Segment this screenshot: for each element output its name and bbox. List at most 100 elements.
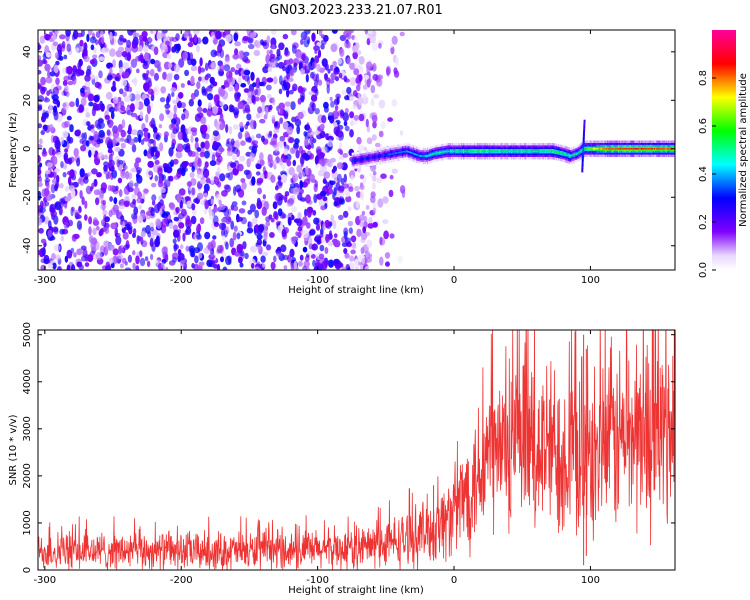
heatmap-cell xyxy=(99,138,104,144)
heatmap-cell xyxy=(59,228,65,235)
heatmap-cell xyxy=(100,36,105,45)
ridge-cell xyxy=(473,150,476,153)
ridge-cell xyxy=(526,150,528,153)
heatmap-cell xyxy=(47,229,53,238)
heatmap-cell xyxy=(354,185,360,192)
heatmap-cell xyxy=(239,262,244,268)
heatmap-cell xyxy=(372,121,377,129)
heatmap-cell xyxy=(65,30,71,37)
ridge-cell xyxy=(358,158,360,161)
ridge-cell xyxy=(595,147,597,150)
ridge-cell xyxy=(656,147,658,150)
heatmap-cell xyxy=(52,262,57,270)
heatmap-cell xyxy=(191,187,196,196)
ridge-cell xyxy=(480,150,483,153)
heatmap-cell xyxy=(155,151,160,159)
heatmap-cell xyxy=(383,230,389,240)
ridge-cell xyxy=(666,147,668,150)
heatmap-cell xyxy=(130,167,137,173)
heatmap-cell xyxy=(69,185,75,192)
heatmap-cell xyxy=(173,242,178,252)
x-tick-label: 0 xyxy=(451,575,457,586)
ridge-cell xyxy=(377,155,380,158)
heatmap-cell xyxy=(71,33,76,41)
ridge-cell xyxy=(525,150,527,153)
heatmap-cell xyxy=(146,104,151,115)
heatmap-cell xyxy=(120,170,127,179)
heatmap-cell xyxy=(204,62,209,71)
heatmap-cell xyxy=(54,201,62,211)
ridge-cell xyxy=(434,152,437,155)
heatmap-cell xyxy=(238,155,246,162)
heatmap-cell xyxy=(240,178,246,183)
heatmap-cell xyxy=(314,108,320,115)
heatmap-cell xyxy=(175,151,183,159)
heatmap-cell xyxy=(234,83,239,93)
heatmap-cell xyxy=(292,83,298,92)
heatmap-cell xyxy=(269,141,277,146)
heatmap-cell xyxy=(325,181,330,189)
heatmap-cell xyxy=(88,93,95,102)
heatmap-cell xyxy=(79,138,84,144)
heatmap-cell xyxy=(224,57,230,63)
ridge-cell xyxy=(572,154,574,157)
heatmap-cell xyxy=(84,200,88,209)
heatmap-cell xyxy=(223,64,231,72)
heatmap-cell xyxy=(320,39,327,45)
heatmap-cell xyxy=(270,174,276,183)
heatmap-cell xyxy=(237,163,244,172)
ridge-cell xyxy=(410,151,413,154)
chart-title: GN03.2023.233.21.07.R01 xyxy=(269,3,443,18)
ridge-cell xyxy=(404,150,406,153)
heatmap-cell xyxy=(296,218,303,227)
heatmap-cell xyxy=(238,76,242,86)
ridge-cell xyxy=(620,147,622,150)
heatmap-cell xyxy=(240,140,246,146)
heatmap-cell xyxy=(109,196,113,202)
heatmap-cell xyxy=(89,124,95,129)
heatmap-cell xyxy=(358,74,363,82)
heatmap-cell xyxy=(371,134,377,141)
heatmap-cell xyxy=(70,206,74,217)
heatmap-cell xyxy=(323,101,329,109)
ridge-cell xyxy=(459,150,462,153)
heatmap-cell xyxy=(68,136,74,144)
ridge-cell xyxy=(542,150,545,153)
heatmap-cell xyxy=(262,194,266,200)
heatmap-cell xyxy=(63,75,70,82)
heatmap-cell xyxy=(39,207,46,213)
heatmap-cell xyxy=(370,98,375,107)
ridge-cell xyxy=(504,150,507,153)
x-tick-label: -200 xyxy=(170,275,193,286)
heatmap-cell xyxy=(40,76,46,86)
heatmap-cell xyxy=(38,144,43,149)
ridge-cell xyxy=(648,147,651,150)
ridge-cell xyxy=(369,157,371,159)
heatmap-cell xyxy=(359,221,365,228)
ridge-cell xyxy=(561,152,563,155)
heatmap-cell xyxy=(244,252,249,260)
ridge-spike-cell xyxy=(581,160,584,163)
heatmap-cell xyxy=(62,130,69,138)
heatmap-cell xyxy=(356,228,362,238)
ridge-cell xyxy=(652,147,655,150)
ridge-cell xyxy=(650,147,653,150)
heatmap-cell xyxy=(62,67,66,74)
heatmap-cell xyxy=(241,200,247,206)
heatmap-cell xyxy=(119,88,124,95)
heatmap-cell xyxy=(184,69,190,77)
heatmap-cell xyxy=(300,157,304,168)
heatmap-cell xyxy=(49,104,53,112)
ridge-cell xyxy=(657,147,659,150)
heatmap-cell xyxy=(233,32,239,42)
heatmap-cell xyxy=(280,221,284,230)
ridge-cell xyxy=(578,151,581,154)
heatmap-cell xyxy=(133,77,138,87)
heatmap-cell xyxy=(329,115,335,124)
heatmap-cell xyxy=(266,84,272,91)
heatmap-cell xyxy=(399,130,404,136)
ridge-cell xyxy=(539,150,541,153)
ridge-cell xyxy=(425,155,428,157)
ridge-spike-cell xyxy=(583,129,586,132)
ridge-spike-cell xyxy=(581,158,584,161)
